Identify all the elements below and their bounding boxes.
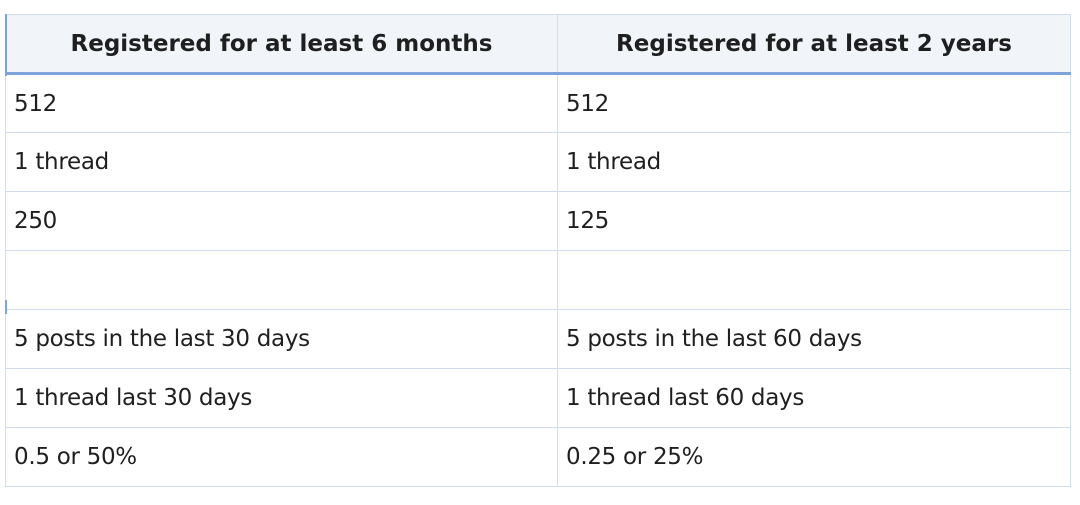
empty-cell <box>5 250 558 310</box>
cell: 512 <box>557 73 1071 133</box>
cell: 1 thread <box>557 132 1071 192</box>
cell: 1 thread last 30 days <box>5 368 558 428</box>
header-row: Registered for at least 6 months Registe… <box>5 14 1071 75</box>
row: 5 posts in the last 30 days 5 posts in th… <box>5 309 1071 369</box>
cell: 250 <box>5 191 558 251</box>
empty-cell <box>557 250 1071 310</box>
empty-row <box>5 250 1071 310</box>
cell: 0.25 or 25% <box>557 427 1071 487</box>
cell: 1 thread <box>5 132 558 192</box>
header-cell: Registered for at least 6 months <box>5 14 558 75</box>
header-cell: Registered for at least 2 years <box>557 14 1071 75</box>
cell: 5 posts in the last 30 days <box>5 309 558 369</box>
cell: 1 thread last 60 days <box>557 368 1071 428</box>
row: 250 125 <box>5 191 1071 251</box>
table-header: Registered for at least 6 months Registe… <box>5 14 1071 75</box>
cell: 5 posts in the last 60 days <box>557 309 1071 369</box>
edge-accent <box>5 300 7 314</box>
data-table: Registered for at least 6 months Registe… <box>5 14 1071 487</box>
row: 512 512 <box>5 73 1071 133</box>
cell: 0.5 or 50% <box>5 427 558 487</box>
row: 1 thread last 30 days 1 thread last 60 da… <box>5 368 1071 428</box>
row: 0.5 or 50% 0.25 or 25% <box>5 427 1071 487</box>
table-body: 512 512 1 thread 1 thread 250 125 5 posts i… <box>5 73 1071 487</box>
row: 1 thread 1 thread <box>5 132 1071 192</box>
cell: 512 <box>5 73 558 133</box>
cell: 125 <box>557 191 1071 251</box>
edge-accent <box>5 14 7 76</box>
